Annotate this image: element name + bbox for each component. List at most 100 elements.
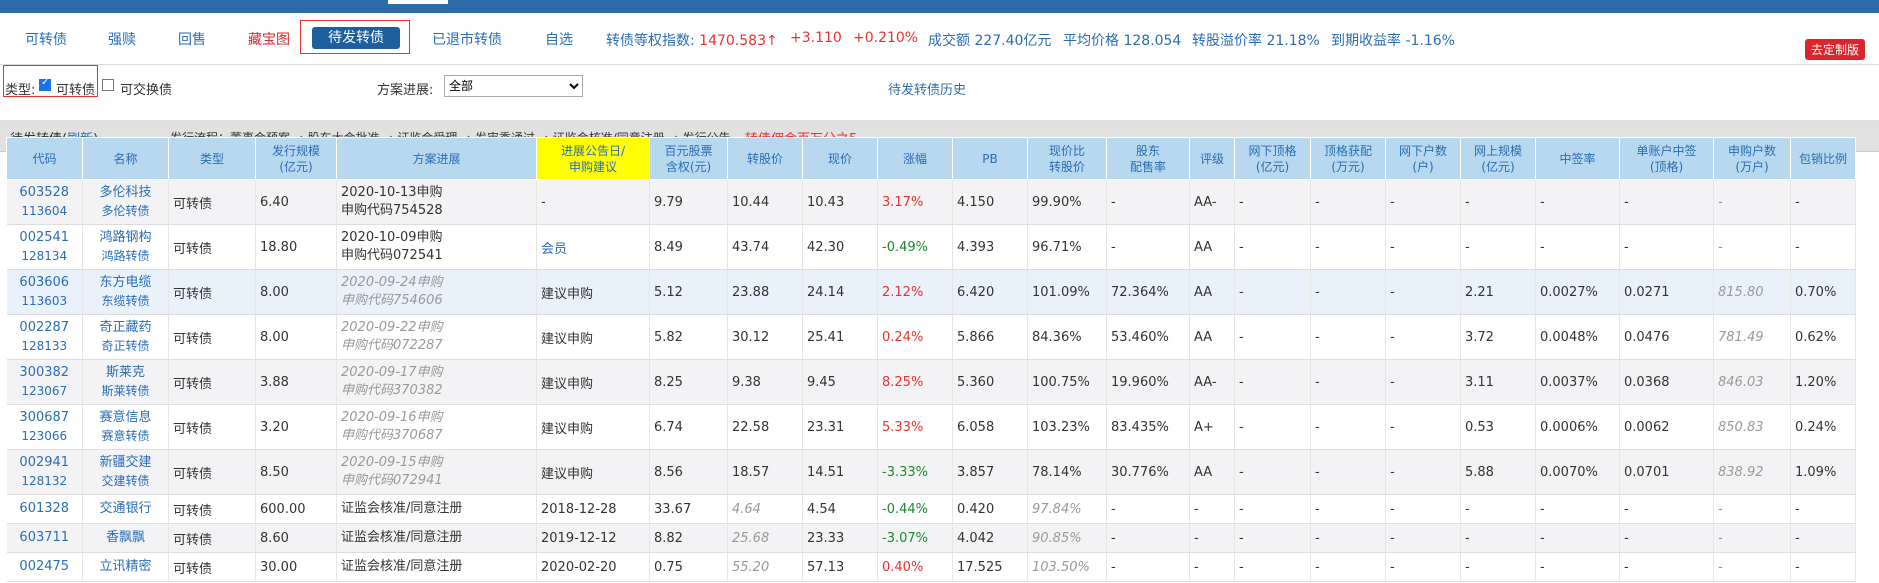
stock-name[interactable]: 立讯精密 [99,559,152,574]
table-row[interactable]: 603606 113603 东方电缆 东缆转债 可转债 8.00 2020-09-24申购申… [6,269,1856,315]
custom-version-button[interactable]: 去定制版 [1804,39,1865,60]
bond-code-cell[interactable]: 300382 123067 [6,359,83,405]
column-header[interactable]: 转股价 [727,137,803,180]
stock-name[interactable]: 奇正藏药 [99,320,152,335]
column-header[interactable]: 中签率 [1535,137,1620,180]
bond-name[interactable]: 鸿路转债 [101,249,150,263]
table-row[interactable]: 002475 立讯精密 可转债 30.00 证监会核准/同意注册 2020-02-20 0.… [6,552,1856,582]
column-header[interactable]: 方案进展 [336,137,537,180]
column-header[interactable]: 代码 [6,137,83,180]
bond-name[interactable]: 奇正转债 [101,339,150,353]
column-header[interactable]: 包销比例 [1790,137,1856,180]
table-row[interactable]: 002941 128132 新疆交建 交建转债 可转债 8.50 2020-09-15申购申… [6,449,1856,495]
bond-name-cell[interactable]: 新疆交建 交建转债 [82,449,169,495]
tab-3[interactable]: 藏宝图 [248,32,290,48]
bond-code[interactable]: 128133 [21,339,68,353]
table-row[interactable]: 601328 交通银行 可转债 600.00 证监会核准/同意注册 2018-12-28 3… [6,494,1856,524]
exchangeable-checkbox-label[interactable]: 可交换债 [120,83,173,98]
column-header[interactable]: 单账户中签 (顶格) [1619,137,1714,180]
bond-name[interactable]: 赛意转债 [101,429,150,443]
stock-code[interactable]: 002541 [19,230,70,245]
bond-name-cell[interactable]: 斯莱克 斯莱转债 [82,359,169,405]
table-row[interactable]: 300687 123066 赛意信息 赛意转债 可转债 3.20 2020-09-16申购申… [6,404,1856,450]
bond-code-cell[interactable]: 002541 128134 [6,224,83,270]
bond-code-cell[interactable]: 002475 [6,552,83,582]
bond-name[interactable]: 斯莱转债 [101,384,150,398]
bond-code[interactable]: 123067 [21,384,68,398]
column-header[interactable]: 发行规模 (亿元) [255,137,337,180]
column-header[interactable]: 评级 [1189,137,1235,180]
tab-1[interactable]: 强赎 [108,32,136,48]
bond-code-cell[interactable]: 300687 123066 [6,404,83,450]
stock-code[interactable]: 002475 [19,559,70,574]
table-row[interactable]: 300382 123067 斯莱克 斯莱转债 可转债 3.88 2020-09-17申购 申购… [6,359,1856,405]
column-header[interactable]: 进展公告日/申购建议 [536,137,650,180]
stock-code[interactable]: 002287 [19,320,70,335]
bond-name-cell[interactable]: 交通银行 [82,494,169,524]
bond-code-cell[interactable]: 603711 [6,523,83,553]
column-header[interactable]: 百元股票 含权(元) [649,137,728,180]
bond-name-cell[interactable]: 立讯精密 [82,552,169,582]
stock-code[interactable]: 300687 [19,410,70,425]
stock-name[interactable]: 斯莱克 [105,365,145,380]
stock-code[interactable]: 603711 [19,530,70,545]
column-header[interactable]: 网下顶格 (亿元) [1234,137,1311,180]
column-header[interactable]: 现价比 转股价 [1027,137,1107,180]
stock-name[interactable]: 香飘飘 [105,530,145,545]
bond-code[interactable]: 128132 [21,474,68,488]
column-header[interactable]: PB [952,137,1028,180]
column-header[interactable]: 网上规模 (亿元) [1460,137,1536,180]
bond-code[interactable]: 113604 [21,204,68,218]
exchangeable-checkbox[interactable] [102,79,114,91]
bond-name-cell[interactable]: 香飘飘 [82,523,169,553]
tab-pending-bonds[interactable]: 待发转债 [312,27,400,49]
stock-name[interactable]: 交通银行 [99,501,152,516]
column-header[interactable]: 涨幅 [877,137,953,180]
stock-name[interactable]: 东方电缆 [99,275,152,290]
stock-code[interactable]: 603528 [19,185,70,200]
stock-code[interactable]: 603606 [19,275,70,290]
column-header[interactable]: 股东 配售率 [1106,137,1190,180]
table-row[interactable]: 603711 香飘飘 可转债 8.60 证监会核准/同意注册 2019-12-12 8.82… [6,523,1856,553]
bond-code-cell[interactable]: 002287 128133 [6,314,83,360]
tab-5[interactable]: 自选 [545,32,573,48]
table-row[interactable]: 002287 128133 奇正藏药 奇正转债 可转债 8.00 2020-09-22申购申… [6,314,1856,360]
member-link[interactable]: 会员 [541,241,568,257]
pending-history-link[interactable]: 待发转债历史 [888,83,967,98]
bond-name-cell[interactable]: 奇正藏药 奇正转债 [82,314,169,360]
tab-2[interactable]: 回售 [178,32,206,48]
bond-name-cell[interactable]: 赛意信息 赛意转债 [82,404,169,450]
bond-name[interactable]: 东缆转债 [101,294,150,308]
stock-name[interactable]: 新疆交建 [99,455,152,470]
progress-select[interactable]: 全部 [444,75,583,97]
stock-code[interactable]: 601328 [19,501,70,516]
stock-code[interactable]: 300382 [19,365,70,380]
bond-code-cell[interactable]: 002941 128132 [6,449,83,495]
bond-code[interactable]: 123066 [21,429,68,443]
bond-name-cell[interactable]: 鸿路钢构 鸿路转债 [82,224,169,270]
stock-name[interactable]: 赛意信息 [99,410,152,425]
column-header[interactable]: 申购户数 (万户) [1713,137,1791,180]
column-header[interactable]: 现价 [802,137,878,180]
bond-code[interactable]: 113603 [21,294,68,308]
tab-4[interactable]: 已退市转债 [432,32,502,48]
stock-code[interactable]: 002941 [19,455,70,470]
bond-name[interactable]: 交建转债 [101,474,150,488]
tab-0[interactable]: 可转债 [25,32,67,48]
column-header[interactable]: 网下户数 (户) [1385,137,1461,180]
bond-name[interactable]: 多伦转债 [101,204,150,218]
stock-name[interactable]: 多伦科技 [99,185,152,200]
bond-name-cell[interactable]: 多伦科技 多伦转债 [82,179,169,225]
stock-name[interactable]: 鸿路钢构 [99,230,152,245]
column-header[interactable]: 顶格获配 (万元) [1310,137,1386,180]
convertible-checkbox-label[interactable]: 可转债 [56,83,96,98]
table-row[interactable]: 002541 128134 鸿路钢构 鸿路转债 可转债 18.80 2020-10-09申购… [6,224,1856,270]
bond-code-cell[interactable]: 603606 113603 [6,269,83,315]
convertible-checkbox[interactable] [39,77,51,91]
announce-advice[interactable]: 会员 [536,224,650,270]
bond-code-cell[interactable]: 603528 113604 [6,179,83,225]
column-header[interactable]: 名称 [82,137,169,180]
bond-name-cell[interactable]: 东方电缆 东缆转债 [82,269,169,315]
bond-code[interactable]: 128134 [21,249,68,263]
column-header[interactable]: 类型 [168,137,256,180]
